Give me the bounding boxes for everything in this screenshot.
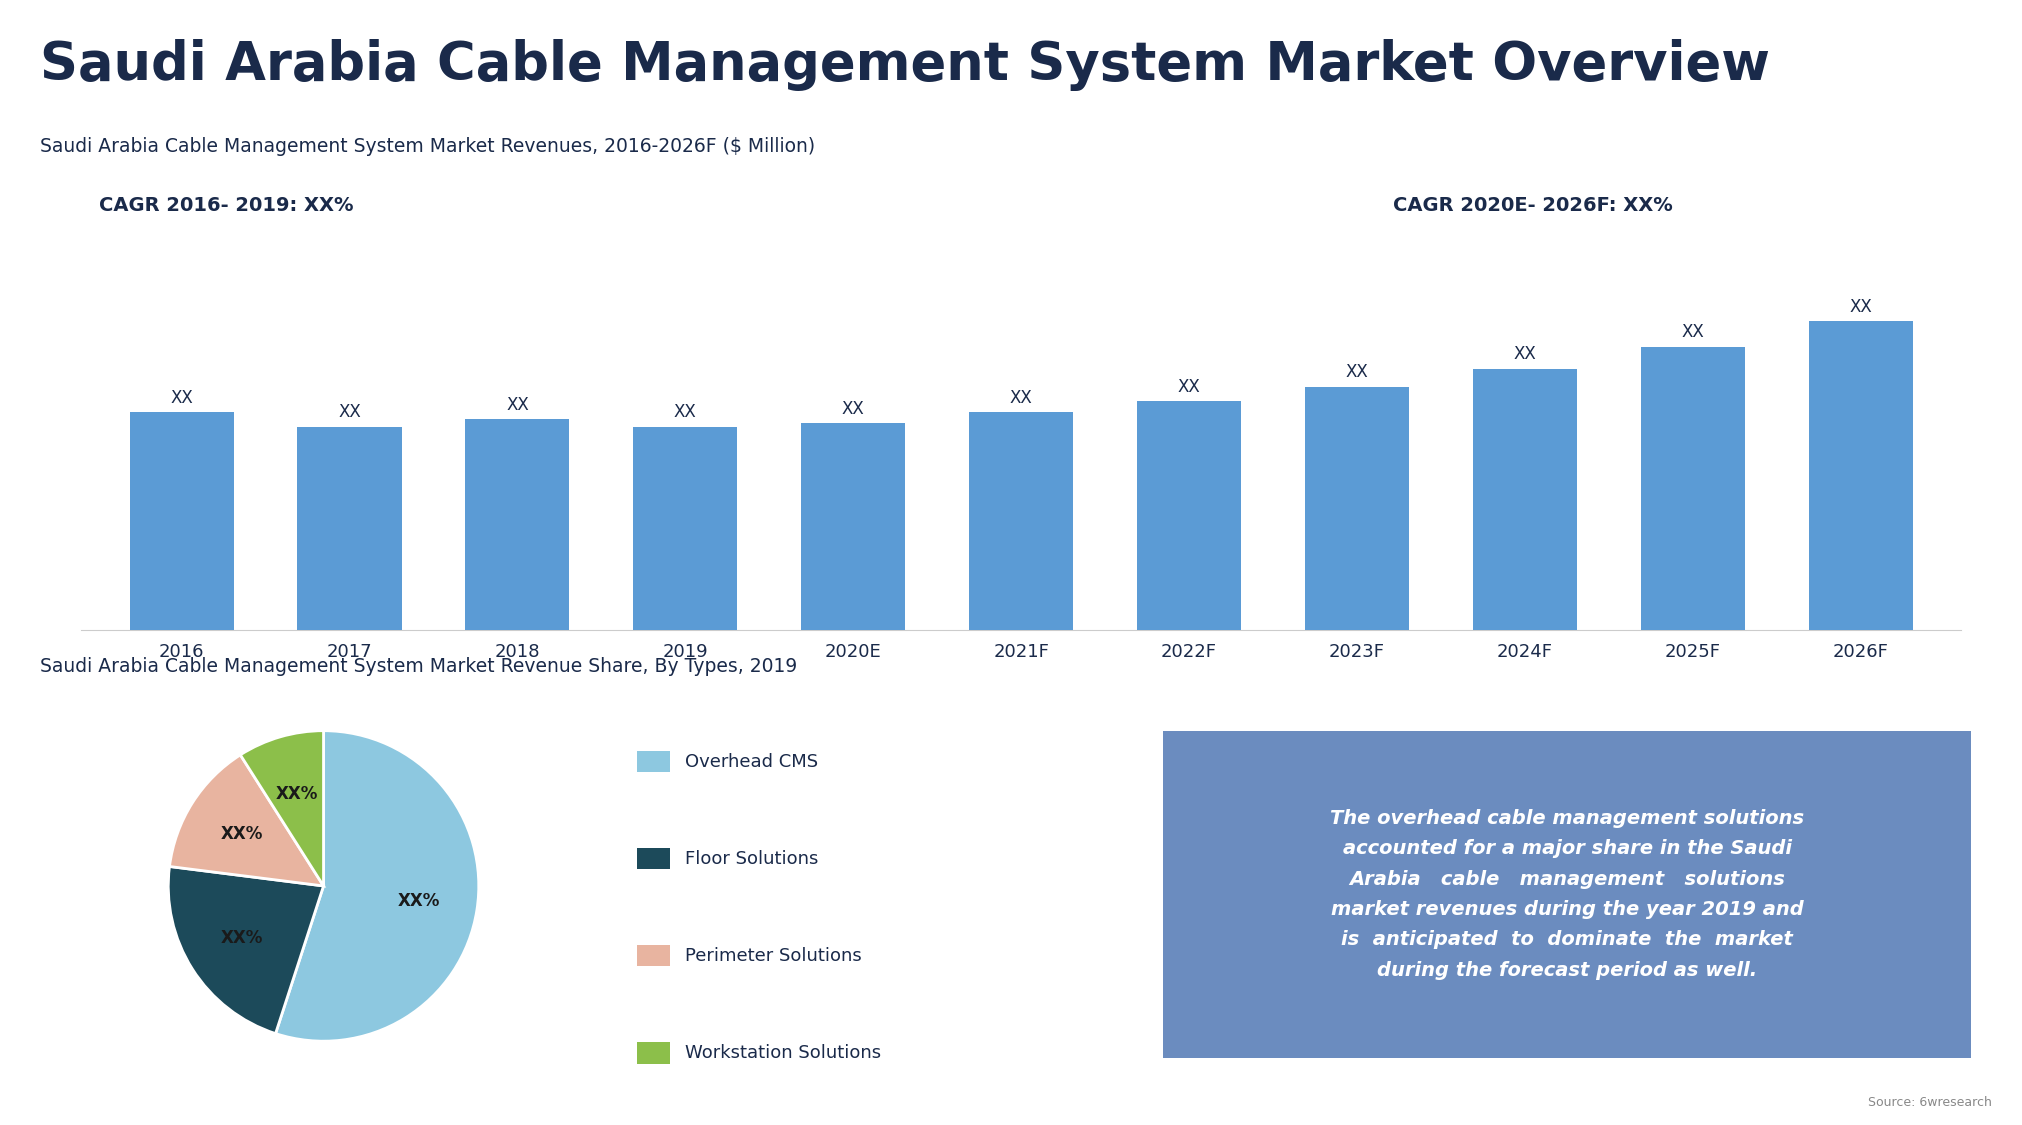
Bar bbox=[129, 412, 235, 630]
Text: XX: XX bbox=[1177, 378, 1201, 396]
Text: XX%: XX% bbox=[220, 928, 263, 946]
Bar bbox=[633, 426, 738, 630]
Text: XX: XX bbox=[1345, 363, 1369, 381]
Bar bbox=[1472, 369, 1577, 630]
Text: XX: XX bbox=[1850, 298, 1872, 316]
Text: XX: XX bbox=[841, 399, 865, 417]
FancyBboxPatch shape bbox=[637, 752, 671, 773]
Text: XX: XX bbox=[673, 403, 698, 421]
FancyBboxPatch shape bbox=[637, 848, 671, 870]
Bar bbox=[801, 423, 906, 630]
Text: XX%: XX% bbox=[398, 892, 439, 910]
Text: Saudi Arabia Cable Management System Market Revenues, 2016-2026F ($ Million): Saudi Arabia Cable Management System Mar… bbox=[40, 137, 815, 155]
Text: XX: XX bbox=[1512, 345, 1537, 363]
Text: Saudi Arabia Cable Management System Market Overview: Saudi Arabia Cable Management System Mar… bbox=[40, 39, 1771, 91]
Bar bbox=[1808, 322, 1913, 630]
Bar bbox=[297, 426, 402, 630]
Text: Workstation Solutions: Workstation Solutions bbox=[685, 1044, 882, 1062]
Text: XX: XX bbox=[338, 403, 360, 421]
Text: The overhead cable management solutions
accounted for a major share in the Saudi: The overhead cable management solutions … bbox=[1330, 809, 1804, 980]
Bar bbox=[969, 412, 1074, 630]
FancyBboxPatch shape bbox=[1130, 718, 2004, 1071]
Bar bbox=[1136, 402, 1242, 630]
Text: Saudi Arabia Cable Management System Market Revenue Share, By Types, 2019: Saudi Arabia Cable Management System Mar… bbox=[40, 657, 797, 676]
Text: XX%: XX% bbox=[275, 784, 317, 802]
FancyBboxPatch shape bbox=[637, 945, 671, 966]
Wedge shape bbox=[275, 731, 479, 1041]
Text: XX: XX bbox=[170, 389, 192, 407]
Text: XX: XX bbox=[1009, 389, 1033, 407]
Wedge shape bbox=[168, 866, 324, 1034]
Text: XX: XX bbox=[1682, 323, 1705, 341]
Wedge shape bbox=[241, 731, 324, 886]
Text: Source: 6wresearch: Source: 6wresearch bbox=[1868, 1096, 1992, 1109]
Text: research: research bbox=[1929, 63, 2022, 91]
Text: 6W: 6W bbox=[1820, 25, 1925, 82]
Text: Overhead CMS: Overhead CMS bbox=[685, 753, 819, 771]
Wedge shape bbox=[170, 755, 324, 886]
Bar bbox=[1304, 387, 1409, 630]
Text: CAGR 2020E- 2026F: XX%: CAGR 2020E- 2026F: XX% bbox=[1393, 196, 1672, 215]
Text: CAGR 2016- 2019: XX%: CAGR 2016- 2019: XX% bbox=[99, 196, 354, 215]
Text: XX%: XX% bbox=[220, 826, 263, 844]
Text: Floor Solutions: Floor Solutions bbox=[685, 849, 819, 867]
Bar bbox=[465, 420, 570, 630]
Text: XX: XX bbox=[506, 396, 530, 414]
Text: Perimeter Solutions: Perimeter Solutions bbox=[685, 947, 861, 965]
FancyBboxPatch shape bbox=[637, 1042, 671, 1063]
Bar bbox=[1640, 346, 1745, 630]
